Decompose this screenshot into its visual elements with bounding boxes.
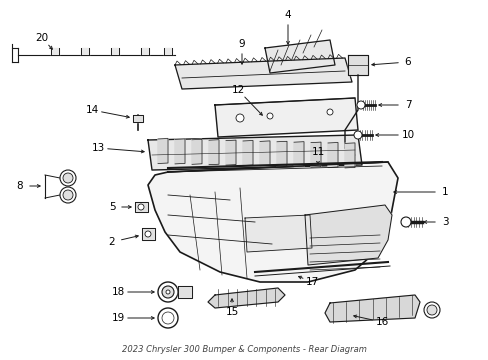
Text: 18: 18: [111, 287, 124, 297]
Text: 4: 4: [284, 10, 291, 20]
Circle shape: [63, 173, 73, 183]
Text: 11: 11: [311, 147, 324, 157]
Text: 17: 17: [305, 277, 318, 287]
Circle shape: [353, 131, 361, 139]
Text: 14: 14: [85, 105, 99, 115]
Circle shape: [236, 114, 244, 122]
Polygon shape: [215, 98, 357, 137]
Circle shape: [423, 302, 439, 318]
Text: 5: 5: [108, 202, 115, 212]
Polygon shape: [293, 142, 304, 167]
Circle shape: [158, 282, 178, 302]
Circle shape: [60, 187, 76, 203]
Text: 3: 3: [441, 217, 447, 227]
Text: 10: 10: [401, 130, 414, 140]
Circle shape: [63, 190, 73, 200]
Text: 9: 9: [238, 39, 245, 49]
Circle shape: [400, 217, 410, 227]
Circle shape: [60, 170, 76, 186]
Polygon shape: [207, 288, 285, 308]
Polygon shape: [133, 115, 142, 122]
Polygon shape: [148, 162, 397, 282]
Polygon shape: [51, 48, 59, 55]
Polygon shape: [141, 48, 149, 55]
Polygon shape: [260, 141, 269, 166]
Polygon shape: [142, 228, 155, 240]
Polygon shape: [163, 48, 172, 55]
Text: 2023 Chrysler 300 Bumper & Components - Rear Diagram: 2023 Chrysler 300 Bumper & Components - …: [122, 346, 366, 355]
Circle shape: [326, 109, 332, 115]
Polygon shape: [327, 143, 337, 167]
Text: 6: 6: [404, 57, 410, 67]
Polygon shape: [81, 48, 89, 55]
Polygon shape: [225, 140, 236, 165]
Polygon shape: [305, 205, 391, 265]
Polygon shape: [244, 215, 311, 252]
Text: 2: 2: [108, 237, 115, 247]
Text: 7: 7: [404, 100, 410, 110]
Circle shape: [165, 290, 170, 294]
Polygon shape: [310, 142, 320, 167]
Text: 13: 13: [91, 143, 104, 153]
Circle shape: [426, 305, 436, 315]
Polygon shape: [347, 55, 367, 75]
Polygon shape: [264, 40, 334, 73]
Text: 8: 8: [17, 181, 23, 191]
Polygon shape: [345, 143, 354, 168]
Circle shape: [266, 113, 272, 119]
Polygon shape: [111, 48, 119, 55]
Polygon shape: [192, 139, 202, 164]
Polygon shape: [175, 58, 351, 89]
Text: 12: 12: [231, 85, 244, 95]
Circle shape: [356, 101, 364, 109]
Polygon shape: [135, 202, 148, 212]
Polygon shape: [158, 139, 168, 163]
Polygon shape: [325, 295, 419, 322]
Text: 20: 20: [35, 33, 48, 43]
Text: 15: 15: [225, 307, 238, 317]
Circle shape: [162, 286, 174, 298]
Circle shape: [138, 204, 143, 210]
Polygon shape: [243, 140, 252, 166]
Polygon shape: [148, 135, 361, 170]
Circle shape: [162, 312, 174, 324]
Circle shape: [158, 308, 178, 328]
Circle shape: [145, 231, 151, 237]
Polygon shape: [175, 139, 184, 164]
Polygon shape: [276, 141, 286, 166]
Text: 19: 19: [111, 313, 124, 323]
Polygon shape: [208, 140, 219, 165]
Polygon shape: [178, 286, 192, 298]
Text: 1: 1: [441, 187, 447, 197]
Text: 16: 16: [375, 317, 388, 327]
